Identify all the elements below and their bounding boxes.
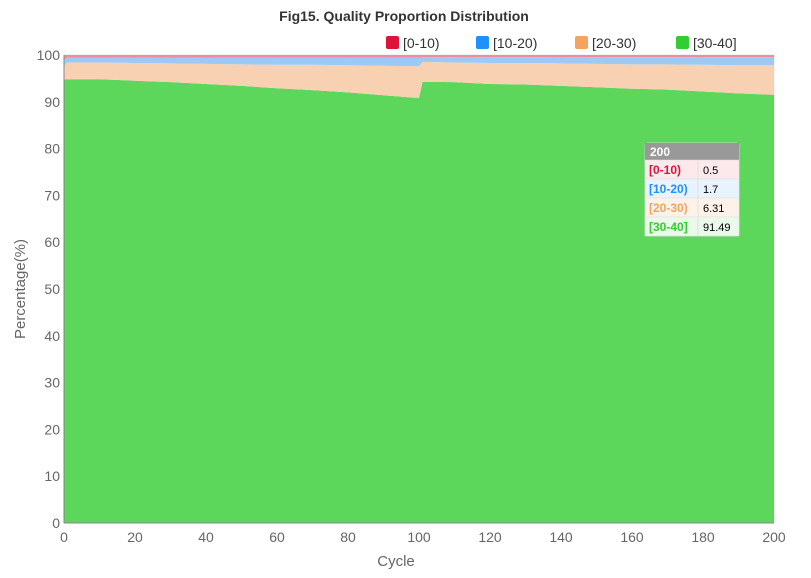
y-tick-label: 0 [52,515,60,531]
tooltip-row: [20-30) 6.31 [644,197,740,218]
x-tick-label: 60 [269,529,285,545]
chart-title: Fig15. Quality Proportion Distribution [279,8,529,24]
tooltip-row: [30-40] 91.49 [644,216,740,237]
plot-areas [64,55,774,524]
x-tick-label: 200 [762,529,786,545]
y-tick-label: 20 [44,421,60,437]
axes [63,55,774,524]
tooltip-series-label: [10-20) [649,182,688,196]
y-tick-label: 40 [44,328,60,344]
legend-label: [30-40] [693,35,737,51]
x-tick-label: 180 [691,529,715,545]
legend-item-30-40[interactable]: [30-40] [676,35,737,51]
tooltip-title: 200 [650,145,670,159]
y-tick-label: 30 [44,375,60,391]
legend-label: [20-30) [592,35,636,51]
x-tick-labels: 0 20 40 60 80 100 120 140 160 180 200 [60,529,786,545]
tooltip-series-value: 6.31 [703,203,724,215]
tooltip-series-value: 1.7 [703,184,718,196]
y-tick-label: 50 [44,281,60,297]
legend-label: [10-20) [493,35,537,51]
legend-swatch [476,36,489,49]
legend: [0-10) [10-20) [20-30) [30-40] [386,35,737,51]
tooltip-header [645,143,739,160]
x-tick-label: 20 [127,529,143,545]
y-tick-label: 10 [44,468,60,484]
tooltip-series-label: [0-10) [649,163,681,177]
legend-swatch [575,36,588,49]
x-tick-label: 120 [478,529,502,545]
y-tick-label: 80 [44,141,60,157]
y-tick-labels: 0 10 20 30 40 50 60 70 80 90 100 [37,47,61,531]
tooltip-row-bg [644,216,740,237]
y-tick-label: 100 [37,47,61,63]
x-tick-label: 100 [407,529,431,545]
y-tick-label: 70 [44,187,60,203]
x-axis-title: Cycle [377,553,415,570]
legend-label: [0-10) [403,35,440,51]
tooltip-row: [10-20) 1.7 [644,178,740,199]
tooltip-series-value: 91.49 [703,222,731,234]
legend-swatch [676,36,689,49]
area-series-30-40[interactable] [64,79,774,524]
x-tick-label: 40 [198,529,214,545]
legend-swatch [386,36,399,49]
tooltip: 200 [0-10) 0.5[10-20) 1.7[20-30) 6.31[30-40… [644,142,740,237]
x-tick-label: 140 [549,529,573,545]
tooltip-series-label: [30-40] [649,220,688,234]
tooltip-series-value: 0.5 [703,165,718,177]
tooltip-series-label: [20-30) [649,201,688,215]
y-tick-label: 60 [44,234,60,250]
x-tick-label: 0 [60,529,68,545]
tooltip-row: [0-10) 0.5 [644,159,740,180]
area-series-0-10[interactable] [64,55,774,60]
legend-item-10-20[interactable]: [10-20) [476,35,537,51]
y-axis-title: Percentage(%) [12,239,29,339]
x-tick-label: 80 [340,529,356,545]
x-tick-label: 160 [620,529,644,545]
area-series-10-20[interactable] [64,57,774,67]
legend-item-0-10[interactable]: [0-10) [386,35,440,51]
area-series-20-30[interactable] [64,62,774,99]
legend-item-20-30[interactable]: [20-30) [575,35,636,51]
y-tick-label: 90 [44,94,60,110]
